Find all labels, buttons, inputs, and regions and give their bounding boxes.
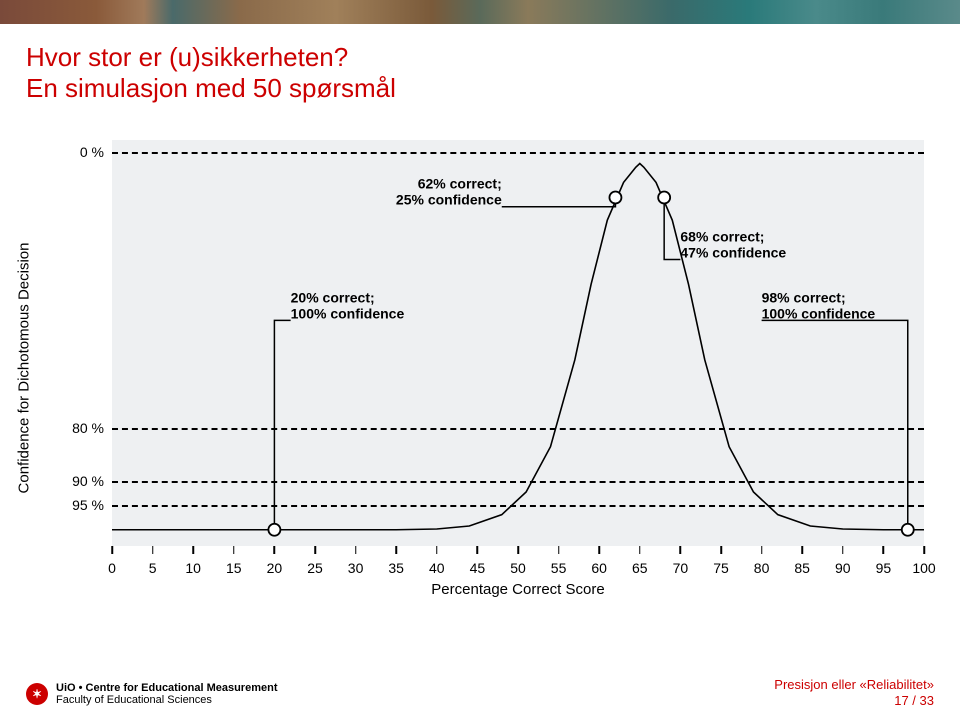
- x-tick: [761, 546, 763, 554]
- x-tick-label: 30: [348, 560, 364, 576]
- grid-line: [112, 428, 924, 430]
- x-tick: [355, 546, 357, 554]
- logo-sep: •: [79, 682, 83, 694]
- x-tick-label: 95: [876, 560, 892, 576]
- footer-pagination: Presisjon eller «Reliabilitet» 17 / 33: [774, 677, 934, 710]
- x-tick: [314, 546, 316, 554]
- x-tick-label: 20: [267, 560, 283, 576]
- x-tick: [883, 546, 885, 554]
- x-tick-label: 25: [307, 560, 323, 576]
- x-tick-label: 50: [510, 560, 526, 576]
- x-tick-label: 75: [713, 560, 729, 576]
- x-tick-label: 55: [551, 560, 567, 576]
- y-axis-label: Confidence for Dichotomous Decision: [16, 243, 33, 494]
- x-tick: [842, 546, 844, 554]
- grid-line: [112, 505, 924, 507]
- x-tick-label: 65: [632, 560, 648, 576]
- plot-area: 20% correct;100% confidence62% correct;2…: [112, 140, 924, 546]
- x-tick-label: 0: [108, 560, 116, 576]
- x-tick: [111, 546, 113, 554]
- svg-text:100% confidence: 100% confidence: [762, 305, 876, 321]
- svg-text:20% correct;: 20% correct;: [291, 289, 375, 305]
- x-tick: [517, 546, 519, 554]
- x-tick: [436, 546, 438, 554]
- x-tick-label: 35: [388, 560, 404, 576]
- svg-text:98% correct;: 98% correct;: [762, 289, 846, 305]
- title-line-2: En simulasjon med 50 spørsmål: [26, 73, 934, 104]
- y-tick-label: 90 %: [72, 473, 104, 489]
- logo-org: UiO: [56, 682, 76, 694]
- y-tick-label: 80 %: [72, 420, 104, 436]
- x-tick-label: 40: [429, 560, 445, 576]
- x-tick-label: 60: [591, 560, 607, 576]
- x-tick-label: 80: [754, 560, 770, 576]
- x-tick: [720, 546, 722, 554]
- x-tick: [192, 546, 194, 554]
- x-tick-label: 90: [835, 560, 851, 576]
- x-tick: [680, 546, 682, 554]
- footer-logo: ✶ UiO • Centre for Educational Measureme…: [26, 682, 277, 707]
- uio-seal-icon: ✶: [26, 683, 48, 705]
- x-tick-label: 100: [912, 560, 935, 576]
- footer-page: 17 / 33: [774, 693, 934, 709]
- x-tick: [477, 546, 479, 554]
- logo-line2: Faculty of Educational Sciences: [56, 694, 212, 706]
- chart-svg: 20% correct;100% confidence62% correct;2…: [112, 140, 924, 546]
- x-tick: [639, 546, 641, 554]
- x-tick-label: 45: [470, 560, 486, 576]
- x-axis-label: Percentage Correct Score: [431, 581, 604, 598]
- chart-container: Confidence for Dichotomous Decision 20% …: [30, 128, 930, 608]
- logo-text: UiO • Centre for Educational Measurement…: [56, 682, 277, 707]
- x-tick: [923, 546, 925, 554]
- x-tick-label: 70: [673, 560, 689, 576]
- svg-text:68% correct;: 68% correct;: [680, 229, 764, 245]
- grid-line: [112, 152, 924, 154]
- page-title: Hvor stor er (u)sikkerheten? En simulasj…: [0, 24, 960, 114]
- y-tick-label: 95 %: [72, 497, 104, 513]
- x-tick: [274, 546, 276, 554]
- svg-text:100% confidence: 100% confidence: [291, 305, 405, 321]
- x-tick-label: 85: [794, 560, 810, 576]
- x-tick: [801, 546, 803, 554]
- x-tick-label: 5: [149, 560, 157, 576]
- x-tick: [395, 546, 397, 554]
- x-tick-label: 15: [226, 560, 242, 576]
- y-tick-label: 0 %: [80, 144, 104, 160]
- logo-line1: Centre for Educational Measurement: [86, 682, 278, 694]
- header-banner: [0, 0, 960, 24]
- svg-text:62% correct;: 62% correct;: [418, 176, 502, 192]
- x-tick: [152, 546, 154, 554]
- x-tick: [233, 546, 235, 554]
- svg-text:25% confidence: 25% confidence: [396, 192, 502, 208]
- title-line-1: Hvor stor er (u)sikkerheten?: [26, 42, 934, 73]
- grid-line: [112, 481, 924, 483]
- x-tick-label: 10: [185, 560, 201, 576]
- x-tick: [598, 546, 600, 554]
- footer-topic: Presisjon eller «Reliabilitet»: [774, 677, 934, 693]
- svg-text:47% confidence: 47% confidence: [680, 245, 786, 261]
- x-tick: [558, 546, 560, 554]
